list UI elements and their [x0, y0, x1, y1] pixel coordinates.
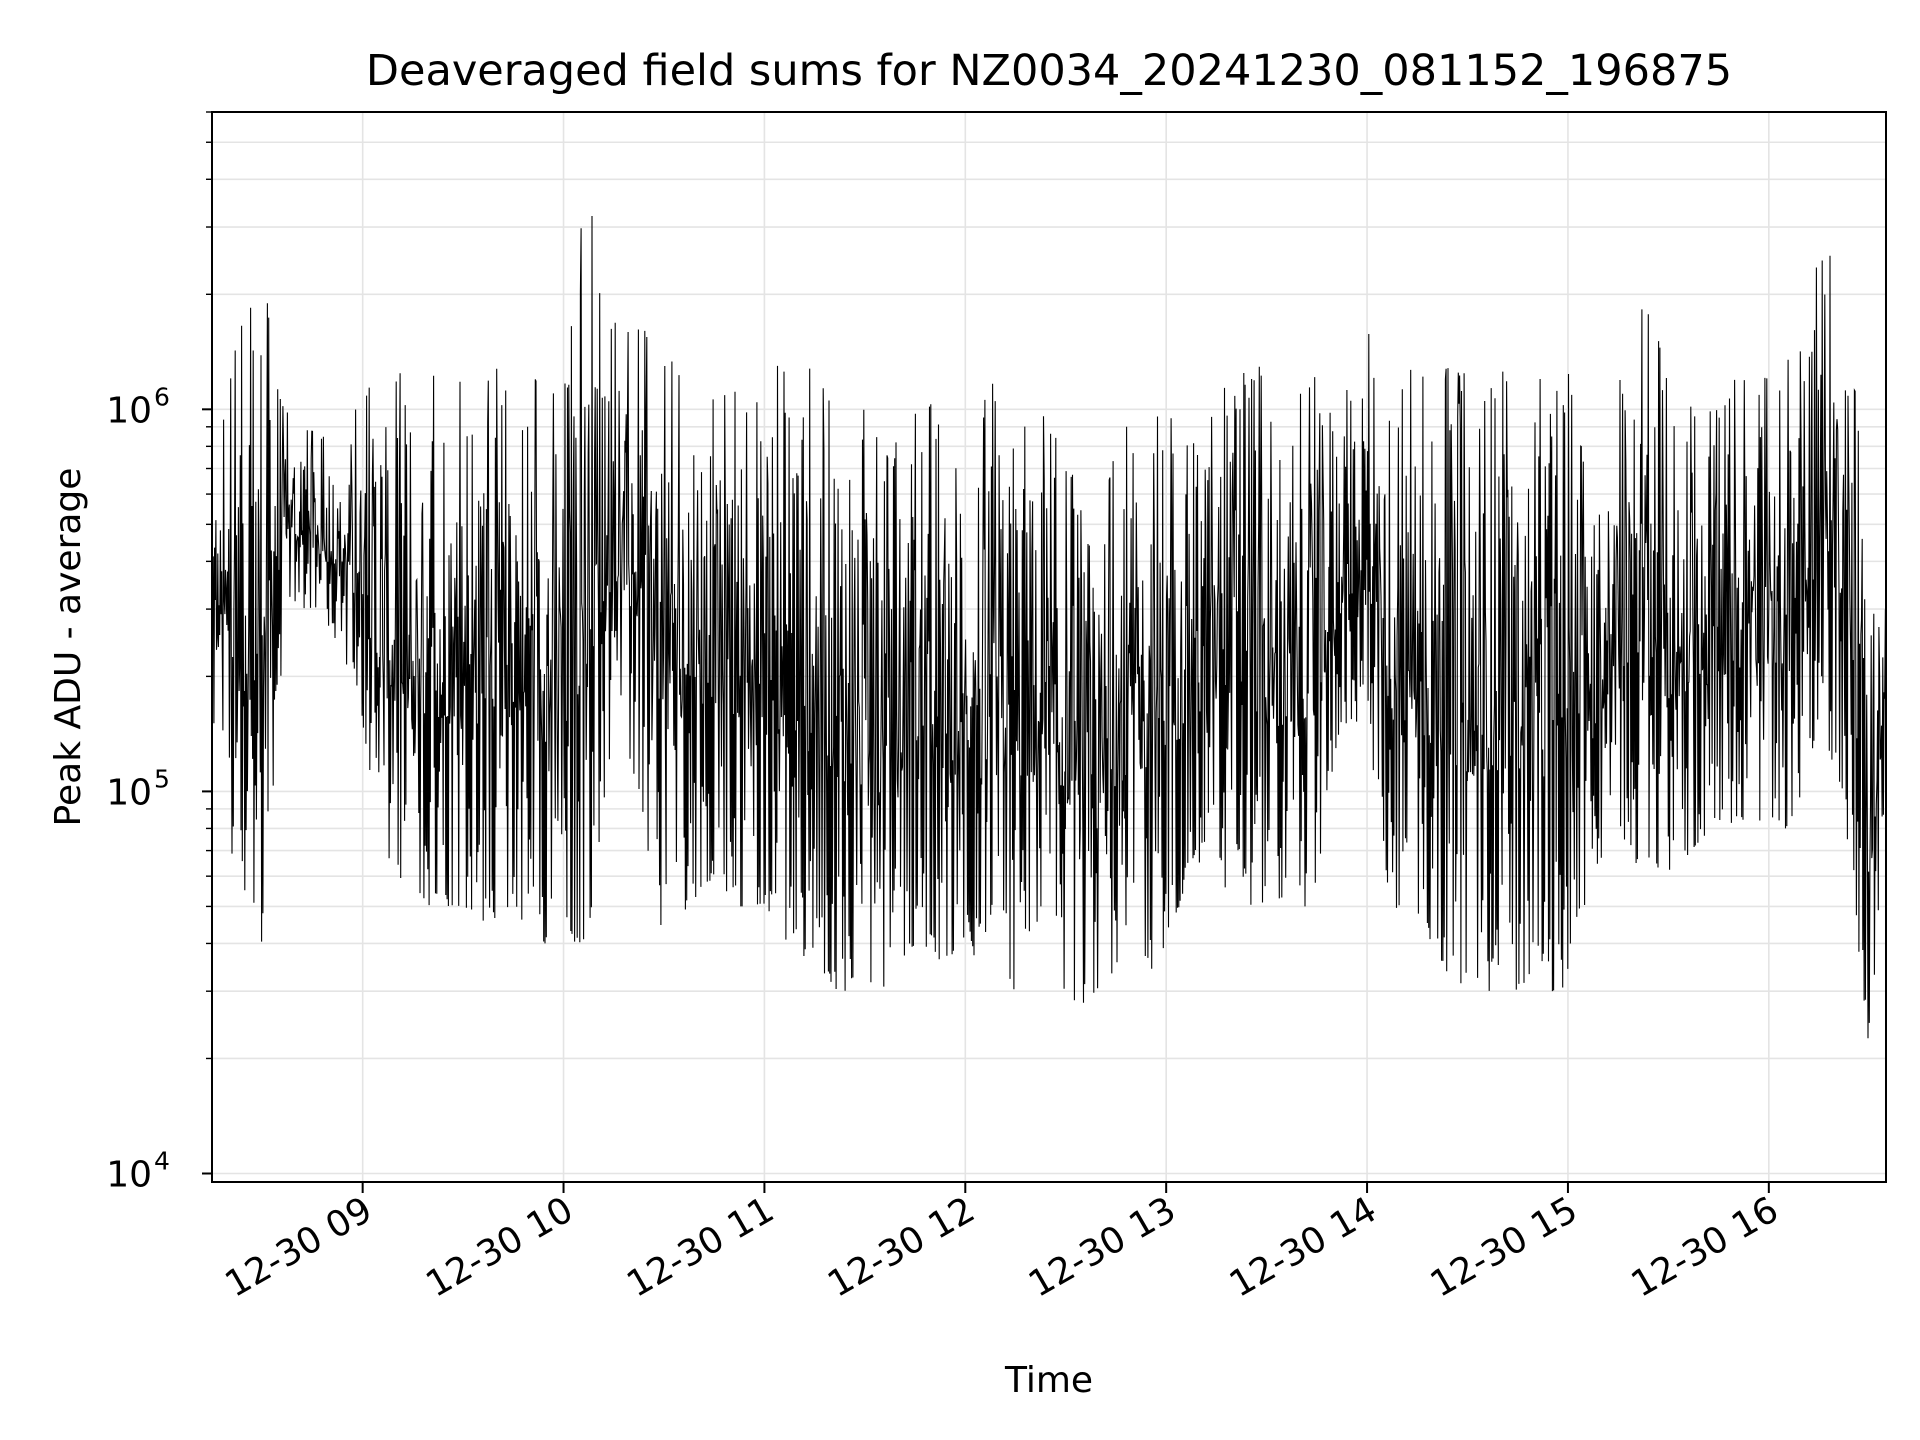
chart-title: Deaveraged field sums for NZ0034_2024123… — [366, 46, 1732, 96]
y-tick-label: 10 — [106, 1154, 152, 1195]
y-tick-exponent: 5 — [154, 764, 170, 793]
y-tick-exponent: 6 — [154, 382, 170, 411]
x-axis-label: Time — [1004, 1360, 1093, 1401]
y-tick-label: 10 — [106, 772, 152, 813]
plot-frame — [211, 111, 1887, 1183]
y-tick-label: 10 — [106, 390, 152, 431]
series-line — [212, 215, 1886, 1039]
y-axis-label: Peak ADU - average — [48, 468, 89, 827]
y-tick-exponent: 4 — [154, 1146, 170, 1175]
